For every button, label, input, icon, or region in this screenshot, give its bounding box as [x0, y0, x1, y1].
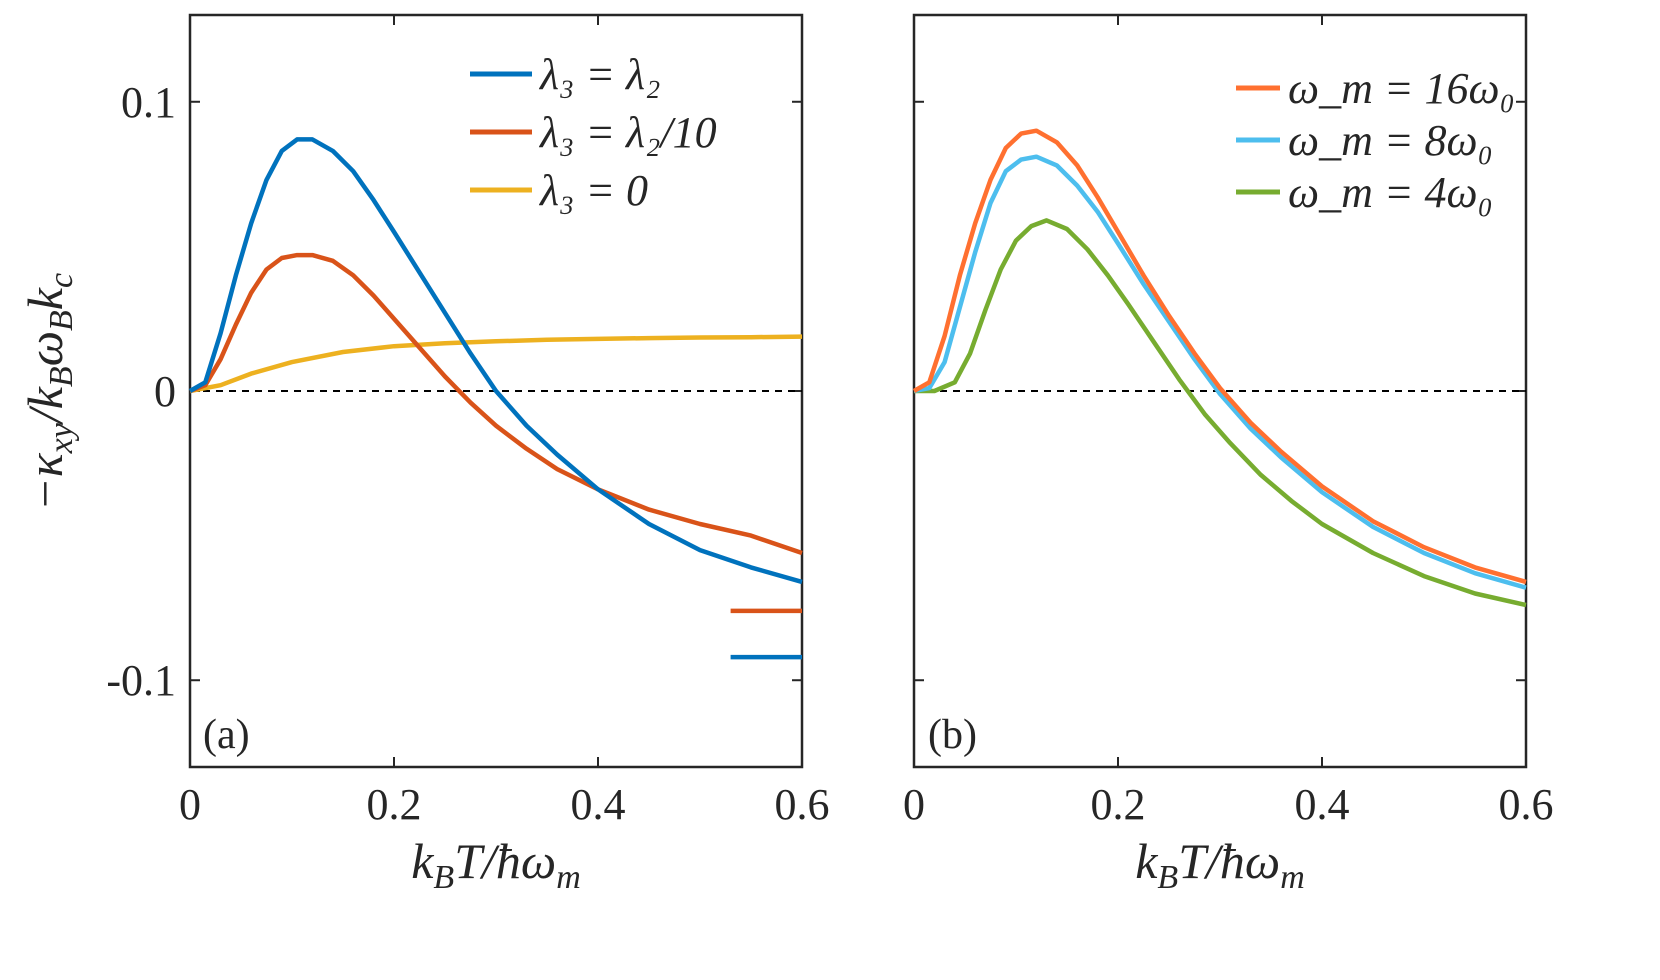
- series-line-b-2: [914, 218, 1527, 608]
- series-line-a-2: [189, 334, 803, 394]
- panel-b-series: [912, 128, 1527, 608]
- panel-a-series: [188, 137, 803, 660]
- x-tick-label-a-1: 0.2: [367, 780, 422, 829]
- x-tick-label-b-1: 0.2: [1091, 780, 1146, 829]
- panel-b-tag: (b): [928, 712, 977, 758]
- series-line-a-1: [189, 252, 803, 556]
- x-tick-label-b-0: 0: [903, 780, 925, 829]
- panel-b-x-axis-label: kBT/ħωm: [1135, 833, 1305, 896]
- x-tick-label-a-3: 0.6: [775, 780, 830, 829]
- panel-a-tag: (a): [203, 712, 250, 758]
- series-line-b-0: [912, 128, 1527, 585]
- legend-label-a-1: λ₃ = λ₂/10: [538, 108, 717, 157]
- series-line-b-1: [913, 154, 1527, 590]
- x-tick-label-a-0: 0: [179, 780, 201, 829]
- panel-a-x-axis-label: kBT/ħωm: [411, 833, 581, 896]
- legend-label-b-2: ω_m = 4ω₀: [1288, 168, 1493, 217]
- y-tick-label-a-1: 0: [154, 367, 176, 416]
- legend-label-a-0: λ₃ = λ₂: [538, 50, 660, 99]
- x-tick-label-a-2: 0.4: [571, 780, 626, 829]
- series-line-a-0: [188, 137, 803, 585]
- legend-label-a-2: λ₃ = 0: [538, 166, 648, 215]
- x-tick-label-b-3: 0.6: [1499, 780, 1554, 829]
- legend-label-b-0: ω_m = 16ω₀: [1288, 64, 1515, 113]
- panel-a-ticks: 0 0.2 0.4 0.6 -0.1 0 0.1: [106, 15, 830, 829]
- panel-b-ticks: 0 0.2 0.4 0.6: [903, 15, 1554, 829]
- legend-label-b-1: ω_m = 8ω₀: [1288, 116, 1493, 165]
- x-tick-label-b-2: 0.4: [1295, 780, 1350, 829]
- panel-a-legend: λ₃ = λ₂ λ₃ = λ₂/10 λ₃ = 0: [470, 50, 717, 215]
- y-tick-label-a-0: -0.1: [106, 656, 176, 705]
- y-axis-label: −κxy/kBωBkc: [17, 273, 80, 511]
- y-tick-label-a-2: 0.1: [121, 78, 176, 127]
